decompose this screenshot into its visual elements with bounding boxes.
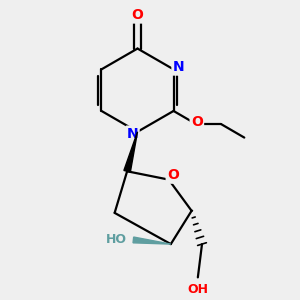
Polygon shape xyxy=(133,237,171,244)
Text: HO: HO xyxy=(106,233,127,246)
Text: OH: OH xyxy=(187,284,208,296)
Text: N: N xyxy=(173,60,184,74)
Polygon shape xyxy=(124,132,137,172)
Text: O: O xyxy=(167,168,179,182)
Text: N: N xyxy=(127,127,138,141)
Text: O: O xyxy=(191,115,203,129)
Text: O: O xyxy=(132,8,143,22)
